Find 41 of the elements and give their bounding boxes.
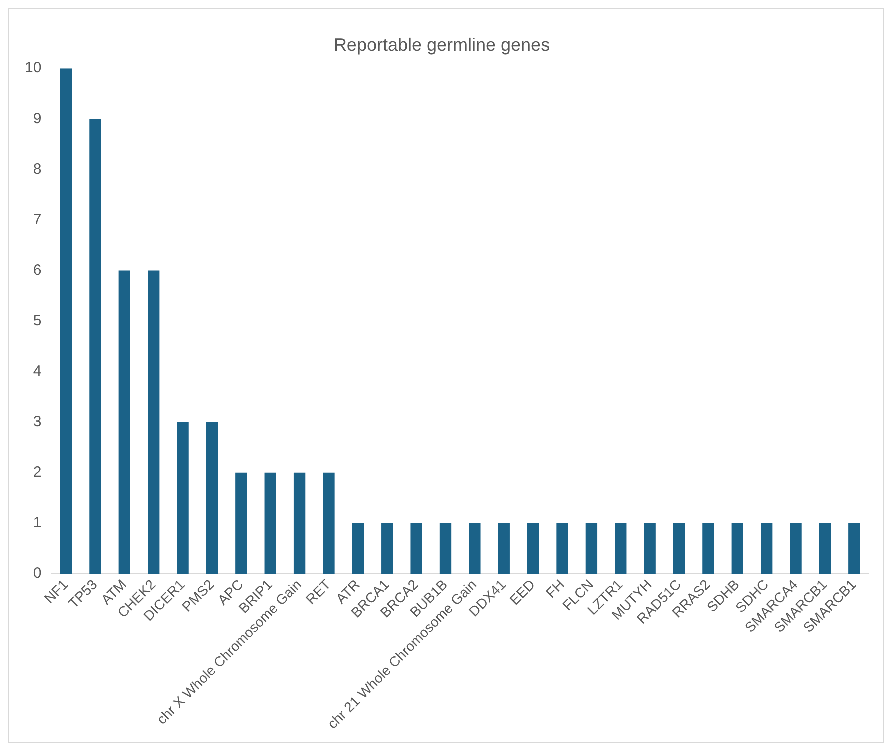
bar [236, 472, 248, 574]
bar [177, 422, 189, 574]
bar [148, 270, 160, 574]
bar [410, 523, 422, 574]
y-tick-label: 8 [33, 160, 42, 178]
bar [790, 523, 802, 574]
bar [586, 523, 598, 574]
y-tick-label: 10 [24, 60, 42, 77]
x-tick-label: FH [542, 576, 568, 601]
bar [382, 523, 394, 574]
bar [118, 270, 130, 574]
bar [761, 523, 773, 574]
bar [498, 523, 510, 574]
bar [819, 523, 832, 574]
chart-title: Reportable germline genes [334, 34, 550, 55]
bar [527, 523, 540, 574]
y-tick-label: 4 [33, 362, 42, 380]
bar [469, 523, 481, 574]
bar [673, 523, 686, 574]
bar [323, 472, 335, 574]
bar [294, 472, 306, 574]
y-tick-label: 3 [33, 414, 42, 430]
bar [644, 523, 656, 574]
bar [615, 523, 627, 574]
y-tick-label: 6 [33, 262, 42, 279]
bar [440, 523, 452, 574]
y-tick-label: 0 [33, 565, 42, 582]
bar [206, 422, 218, 574]
y-tick-label: 9 [33, 110, 42, 128]
y-tick-label: 1 [33, 514, 42, 532]
bar [732, 523, 744, 574]
bar [60, 68, 72, 574]
bar [848, 523, 860, 574]
y-tick-label: 7 [33, 211, 42, 228]
bar [264, 472, 276, 574]
bar [556, 523, 568, 574]
bar [352, 523, 364, 574]
y-tick-label: 2 [33, 464, 42, 482]
bar [702, 523, 714, 574]
y-tick-label: 5 [33, 312, 42, 330]
bar [90, 119, 102, 574]
